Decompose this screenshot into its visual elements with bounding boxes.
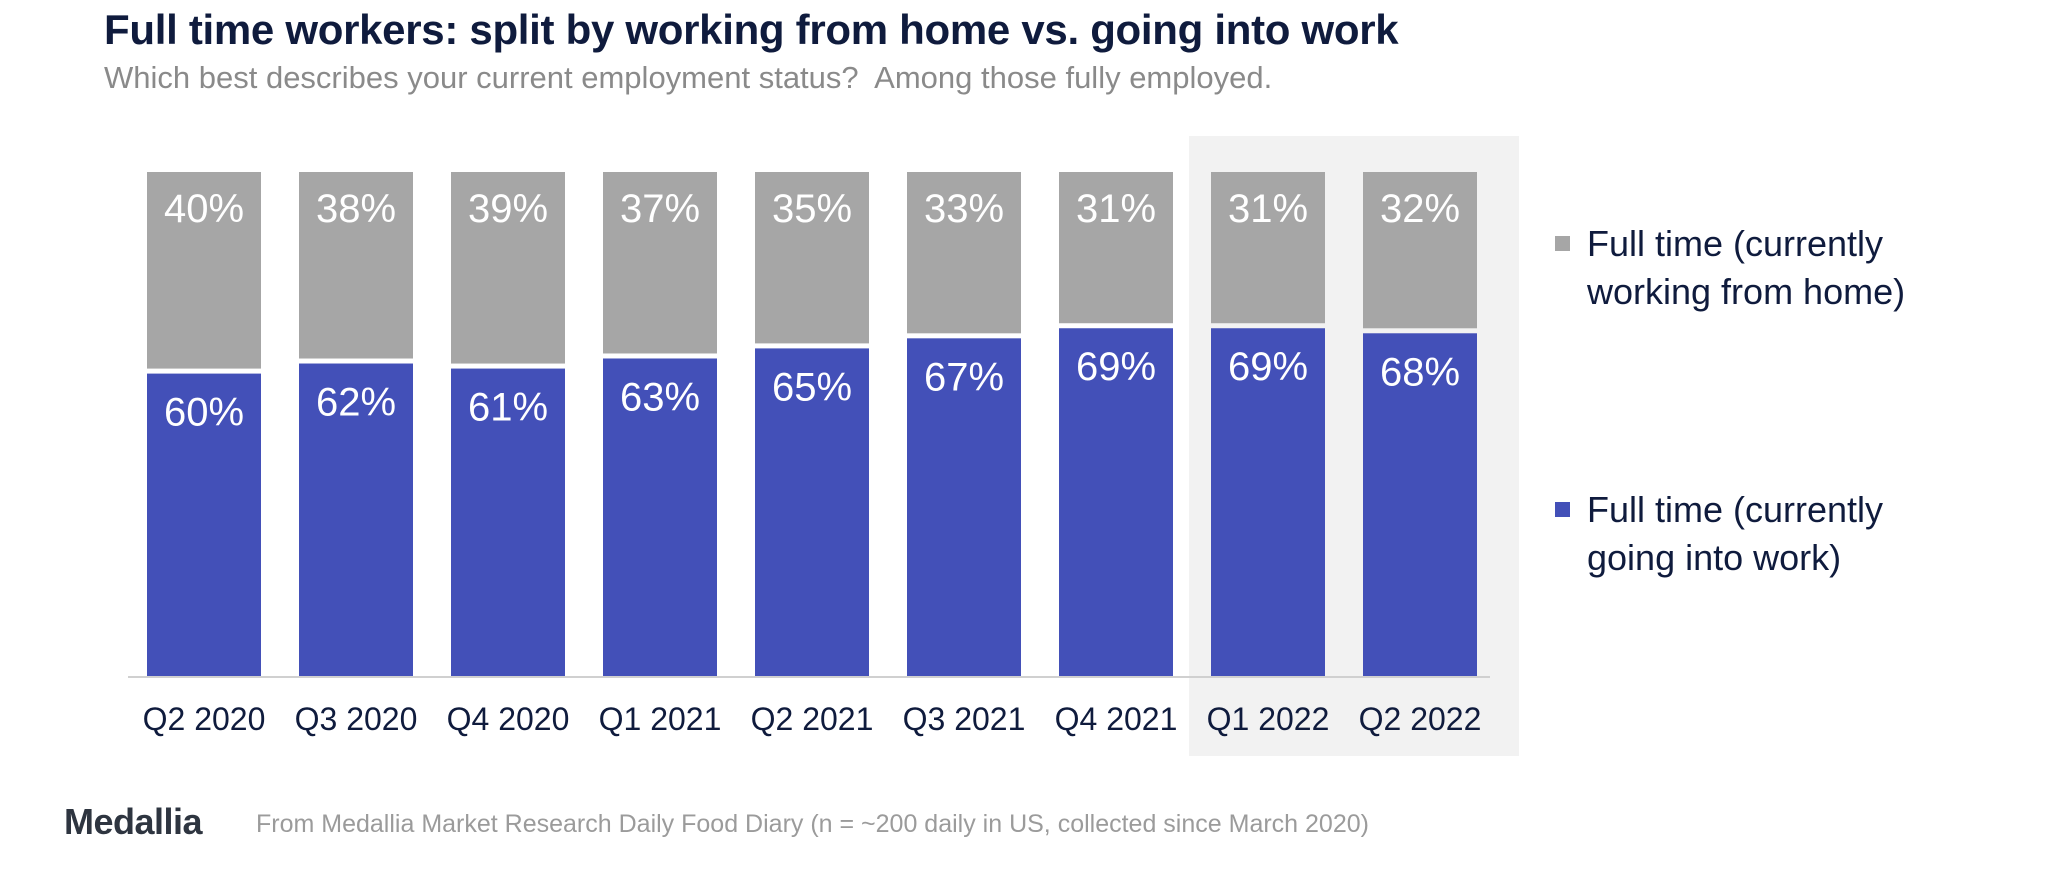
label-working-from-home-q4-2021: 31% bbox=[1076, 187, 1156, 231]
label-working-from-home-q4-2020: 39% bbox=[468, 187, 548, 231]
label-going-into-work-q4-2020: 61% bbox=[468, 386, 548, 430]
label-working-from-home-q1-2022: 31% bbox=[1228, 187, 1308, 231]
label-working-from-home-q2-2020: 40% bbox=[164, 187, 244, 231]
bar-going-into-work-q4-2021 bbox=[1059, 328, 1173, 676]
bar-working-from-home-q2-2021 bbox=[755, 172, 869, 344]
label-going-into-work-q4-2021: 69% bbox=[1076, 345, 1156, 389]
bar-working-from-home-q4-2020 bbox=[451, 172, 565, 364]
source-footnote: From Medallia Market Research Daily Food… bbox=[256, 810, 1369, 838]
x-tick-label-q1-2022: Q1 2022 bbox=[1207, 701, 1330, 737]
stacked-bar-chart: 40% 60% Q2 2020 38% 62% Q3 2020 39% 61% Q4 2020 3… bbox=[128, 136, 1519, 756]
medallia-logo: Medallia bbox=[64, 801, 203, 842]
x-tick-label-q4-2020: Q4 2020 bbox=[447, 701, 570, 737]
bar-going-into-work-q1-2021 bbox=[603, 358, 717, 676]
label-working-from-home-q2-2022: 32% bbox=[1380, 187, 1460, 231]
bar-working-from-home-q3-2020 bbox=[299, 172, 413, 359]
x-tick-label-q4-2021: Q4 2021 bbox=[1055, 701, 1178, 737]
bar-going-into-work-q2-2021 bbox=[755, 348, 869, 676]
label-going-into-work-q3-2021: 67% bbox=[924, 355, 1004, 399]
legend-item-going-into-work: Full time (currently going into work) bbox=[1555, 486, 1967, 582]
bar-working-from-home-q1-2021 bbox=[603, 172, 717, 354]
bar-going-into-work-q3-2021 bbox=[907, 338, 1021, 676]
label-working-from-home-q3-2021: 33% bbox=[924, 187, 1004, 231]
label-going-into-work-q1-2021: 63% bbox=[620, 375, 700, 419]
bar-going-into-work-q2-2020 bbox=[147, 373, 261, 676]
label-working-from-home-q3-2020: 38% bbox=[316, 187, 396, 231]
bar-working-from-home-q2-2020 bbox=[147, 172, 261, 369]
x-tick-label-q1-2021: Q1 2021 bbox=[599, 701, 722, 737]
legend-item-working-from-home: Full time (currently working from home) bbox=[1555, 220, 1967, 316]
x-tick-label-q2-2022: Q2 2022 bbox=[1359, 701, 1482, 737]
bar-working-from-home-q2-2022 bbox=[1363, 172, 1477, 329]
label-going-into-work-q3-2020: 62% bbox=[316, 381, 396, 425]
x-tick-label-q3-2020: Q3 2020 bbox=[295, 701, 418, 737]
bar-going-into-work-q3-2020 bbox=[299, 363, 413, 676]
bar-going-into-work-q2-2022 bbox=[1363, 333, 1477, 676]
label-going-into-work-q2-2020: 60% bbox=[164, 391, 244, 435]
label-working-from-home-q2-2021: 35% bbox=[772, 187, 852, 231]
bar-working-from-home-q1-2022 bbox=[1211, 172, 1325, 324]
label-working-from-home-q1-2021: 37% bbox=[620, 187, 700, 231]
bar-going-into-work-q4-2020 bbox=[451, 368, 565, 676]
legend-label-going-into-work: Full time (currently going into work) bbox=[1587, 489, 1884, 578]
x-tick-label-q2-2020: Q2 2020 bbox=[143, 701, 266, 737]
label-going-into-work-q1-2022: 69% bbox=[1228, 345, 1308, 389]
legend-swatch-working-from-home bbox=[1555, 236, 1570, 251]
bar-working-from-home-q4-2021 bbox=[1059, 172, 1173, 324]
legend-swatch-going-into-work bbox=[1555, 502, 1570, 517]
x-tick-label-q3-2021: Q3 2021 bbox=[903, 701, 1026, 737]
bar-working-from-home-q3-2021 bbox=[907, 172, 1021, 334]
chart-title: Full time workers: split by working from… bbox=[104, 6, 1399, 53]
x-tick-label-q2-2021: Q2 2021 bbox=[751, 701, 874, 737]
label-going-into-work-q2-2022: 68% bbox=[1380, 350, 1460, 394]
chart-subtitle: Which best describes your current employ… bbox=[104, 60, 1273, 95]
bar-going-into-work-q1-2022 bbox=[1211, 328, 1325, 676]
label-going-into-work-q2-2021: 65% bbox=[772, 365, 852, 409]
legend-label-working-from-home: Full time (currently working from home) bbox=[1587, 223, 1906, 312]
